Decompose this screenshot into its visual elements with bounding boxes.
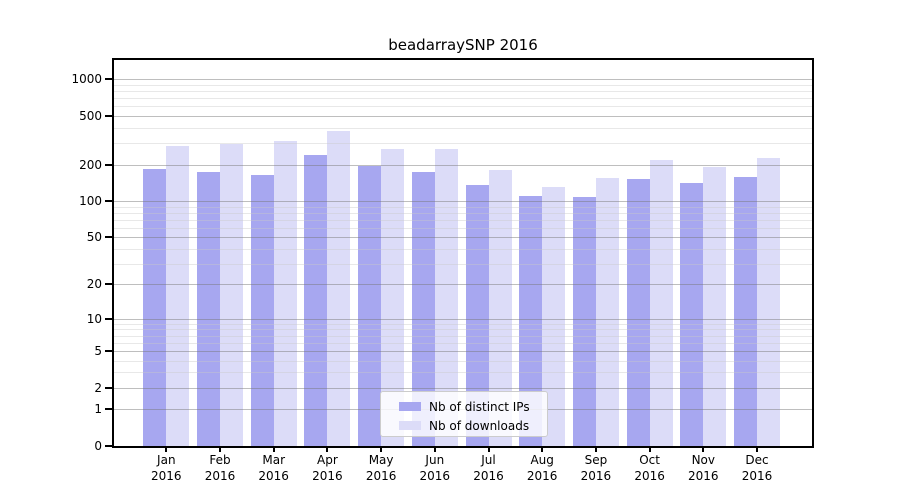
major-gridline-200	[114, 164, 812, 166]
bars-layer	[114, 60, 812, 446]
y-tick-label-500: 500	[79, 109, 102, 124]
legend-label-downloads: Nb of downloads	[429, 418, 530, 433]
bar-downloads-jun	[434, 149, 458, 446]
x-tick-label-dec: Dec 2016	[741, 453, 773, 483]
x-tick-mark-apr	[326, 448, 329, 452]
minor-gridline-400	[114, 127, 812, 129]
y-tick-mark-5	[105, 349, 112, 352]
x-tick-mark-feb	[219, 448, 221, 452]
y-tick-mark-2	[105, 386, 112, 389]
x-tick-label-oct: Oct 2016	[634, 453, 665, 483]
x-tick-mark-may	[380, 448, 383, 452]
bar-distinct-ips-dec	[734, 177, 757, 446]
x-tick-mark-jul	[487, 448, 490, 452]
x-tick-mark-oct	[648, 448, 651, 452]
bar-distinct-ips-aug	[519, 196, 543, 446]
y-tick-label-1: 1	[94, 402, 102, 417]
bar-downloads-may	[381, 149, 405, 446]
bar-downloads-jan	[166, 146, 190, 446]
y-tick-mark-20	[105, 283, 112, 286]
y-tick-mark-200	[105, 163, 112, 166]
bar-downloads-aug	[542, 186, 566, 446]
bar-distinct-ips-may	[358, 166, 382, 446]
bar-downloads-nov	[703, 167, 727, 446]
y-tick-label-200: 200	[79, 157, 102, 172]
x-tick-label-feb: Feb 2016	[204, 453, 236, 483]
x-tick-label-apr: Apr 2016	[312, 453, 343, 483]
bar-distinct-ips-apr	[304, 155, 328, 446]
plot-area	[112, 58, 814, 448]
bar-distinct-ips-oct	[626, 179, 650, 446]
bar-distinct-ips-feb	[197, 171, 220, 446]
x-tick-label-aug: Aug 2016	[526, 453, 558, 483]
x-tick-mark-sep	[594, 448, 597, 452]
legend: Nb of distinct IPs Nb of downloads	[380, 391, 548, 437]
x-tick-label-jul: Jul 2016	[473, 453, 504, 483]
y-tick-label-2: 2	[94, 380, 102, 395]
x-tick-mark-mar	[272, 448, 275, 452]
y-tick-label-50: 50	[86, 230, 102, 245]
major-gridline-1000	[114, 79, 812, 81]
x-tick-mark-jun	[433, 448, 436, 452]
bar-downloads-feb	[220, 144, 243, 446]
legend-swatch-downloads	[399, 421, 421, 430]
x-tick-mark-dec	[756, 448, 758, 452]
bar-downloads-mar	[273, 141, 297, 446]
y-tick-label-1000: 1000	[71, 72, 102, 87]
minor-gridline-700	[114, 98, 812, 100]
x-tick-mark-aug	[541, 448, 544, 452]
bar-downloads-dec	[757, 158, 780, 446]
bar-distinct-ips-jun	[411, 171, 435, 446]
y-tick-label-0: 0	[94, 439, 102, 453]
legend-entry-distinct-ips: Nb of distinct IPs	[381, 397, 547, 416]
bar-distinct-ips-jul	[465, 184, 489, 446]
y-tick-label-5: 5	[94, 343, 102, 358]
minor-gridline-900	[114, 84, 812, 86]
bar-downloads-apr	[327, 131, 351, 446]
minor-gridline-800	[114, 91, 812, 93]
y-tick-label-10: 10	[86, 311, 102, 326]
x-tick-mark-nov	[702, 448, 705, 452]
x-tick-label-may: May 2016	[365, 453, 397, 483]
bar-distinct-ips-sep	[572, 197, 596, 446]
x-tick-mark-jan	[165, 448, 168, 452]
bar-distinct-ips-nov	[680, 183, 704, 446]
y-tick-mark-500	[105, 115, 112, 118]
y-tick-label-100: 100	[79, 194, 102, 209]
minor-gridline-300	[114, 143, 812, 145]
bar-downloads-oct	[649, 160, 673, 446]
bar-distinct-ips-jan	[143, 169, 167, 446]
bar-downloads-jul	[488, 170, 512, 446]
y-tick-mark-1000	[105, 78, 112, 81]
bar-distinct-ips-mar	[250, 175, 274, 446]
minor-gridline-600	[114, 106, 812, 108]
legend-label-distinct-ips: Nb of distinct IPs	[429, 399, 530, 414]
x-tick-label-sep: Sep 2016	[580, 453, 612, 483]
y-tick-label-20: 20	[86, 277, 102, 292]
chart-title: beadarraySNP 2016	[388, 36, 538, 54]
y-tick-mark-0	[105, 445, 112, 447]
legend-entry-downloads: Nb of downloads	[381, 416, 547, 435]
bar-downloads-sep	[595, 178, 619, 446]
major-gridline-500	[114, 116, 812, 118]
x-tick-label-mar: Mar 2016	[258, 453, 289, 483]
x-tick-label-nov: Nov 2016	[688, 453, 719, 483]
x-tick-label-jan: Jan 2016	[151, 453, 182, 483]
y-tick-mark-50	[105, 236, 112, 239]
legend-swatch-distinct-ips	[399, 402, 421, 411]
x-tick-label-jun: Jun 2016	[419, 453, 451, 483]
y-tick-mark-10	[105, 317, 112, 320]
y-tick-mark-100	[105, 200, 112, 203]
y-tick-mark-1	[105, 408, 112, 411]
